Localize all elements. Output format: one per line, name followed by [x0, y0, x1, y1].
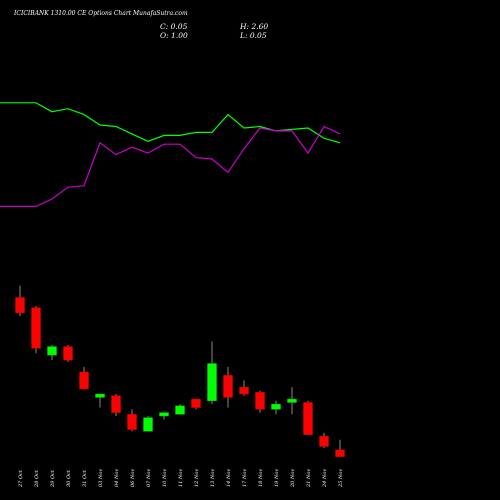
candle-27-oct: [15, 285, 25, 317]
x-tick-label: 28 Oct: [34, 469, 40, 488]
close-readout: C: 0.05: [160, 22, 188, 31]
x-tick-label: 24 Nov: [322, 469, 328, 488]
indicator-line-2: [0, 125, 341, 207]
candle-14-nov: [223, 366, 233, 408]
candle-body: [223, 375, 233, 398]
candle-body: [15, 297, 25, 314]
candle-29-oct: [47, 344, 57, 361]
candle-19-nov: [271, 400, 281, 415]
x-tick-label: 30 Oct: [66, 469, 72, 487]
candle-body: [287, 398, 297, 403]
candle-body: [319, 436, 329, 447]
candle-06-nov: [127, 409, 137, 432]
x-tick-label: 06 Nov: [130, 469, 136, 487]
candle-28-oct: [31, 306, 41, 354]
candle-11-nov: [175, 404, 185, 415]
candle-30-oct: [63, 344, 73, 362]
chart-title: ICICIBANK 1310.00 CE Options Chart Munaf…: [14, 10, 188, 17]
candle-body: [111, 395, 121, 413]
candle-body: [47, 346, 57, 356]
x-axis-labels: 27 Oct 28 Oct 29 Oct 30 Oct 31 Oct 03 Nov 04 N…: [18, 469, 344, 488]
candle-body: [159, 412, 169, 417]
candle-body: [255, 392, 265, 410]
candle-body: [95, 393, 105, 398]
x-tick-label: 07 Nov: [146, 469, 152, 487]
x-tick-label: 04 Nov: [114, 469, 120, 487]
candle-13-nov: [207, 341, 217, 405]
candle-body: [303, 402, 313, 435]
candle-body: [79, 371, 89, 390]
x-tick-label: 19 Nov: [274, 469, 280, 487]
candle-12-nov: [191, 398, 201, 410]
candle-04-nov: [111, 394, 121, 416]
candle-07-nov: [143, 416, 153, 432]
candle-body: [191, 398, 201, 408]
candle-body: [143, 417, 153, 432]
x-tick-label: 21 Nov: [306, 469, 312, 488]
x-tick-label: 25 Nov: [338, 469, 344, 488]
candles: [15, 285, 345, 457]
candle-body: [239, 386, 249, 395]
x-tick-label: 13 Nov: [210, 469, 216, 487]
candle-body: [207, 363, 217, 402]
x-tick-label: 11 Nov: [178, 469, 184, 487]
x-tick-label: 29 Oct: [50, 469, 56, 488]
x-tick-label: 31 Oct: [82, 469, 88, 487]
candle-body: [271, 403, 281, 410]
high-readout: H: 2.60: [240, 22, 269, 31]
x-tick-label: 03 Nov: [98, 469, 104, 487]
candle-31-oct: [79, 366, 89, 390]
x-tick-label: 27 Oct: [18, 469, 24, 488]
indicator-line-1: [0, 102, 341, 144]
candle-body: [127, 414, 137, 430]
candle-21-nov: [303, 400, 313, 435]
candle-body: [31, 307, 41, 349]
x-tick-label: 17 Nov: [242, 469, 248, 487]
open-readout: O: 1.00: [160, 31, 188, 40]
candle-18-nov: [255, 390, 265, 413]
candle-body: [175, 405, 185, 415]
indicator-lines: [0, 102, 341, 207]
candle-03-nov: [95, 393, 105, 408]
candle-20-nov: [287, 387, 297, 415]
candle-17-nov: [239, 380, 249, 396]
candle-body: [335, 449, 345, 457]
x-tick-label: 10 Nov: [162, 469, 168, 487]
candle-24-nov: [319, 432, 329, 449]
x-tick-label: 20 Nov: [290, 469, 296, 488]
candle-10-nov: [159, 412, 169, 420]
x-tick-label: 12 Nov: [194, 469, 200, 487]
x-tick-label: 14 Nov: [226, 469, 232, 487]
candle-25-nov: [335, 439, 345, 457]
x-tick-label: 18 Nov: [258, 469, 264, 487]
candle-body: [63, 346, 73, 361]
low-readout: L: 0.05: [240, 31, 267, 40]
